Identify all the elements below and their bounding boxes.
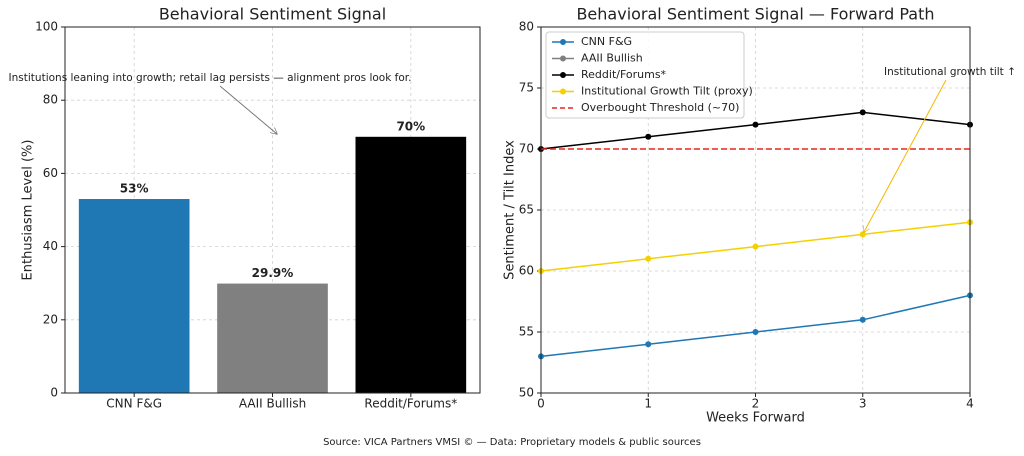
legend-marker	[560, 88, 566, 95]
y-tick-label: 75	[519, 81, 534, 95]
y-tick-label: 0	[50, 386, 58, 400]
value-label: 53%	[120, 182, 149, 196]
footer: Source: VICA Partners VMSI © — Data: Pro…	[323, 437, 701, 448]
y-tick-label: 40	[43, 239, 58, 253]
x-axis-label: Weeks Forward	[706, 411, 805, 426]
bar	[355, 136, 467, 394]
legend-label: Overbought Threshold (~70)	[581, 101, 739, 114]
point	[645, 341, 652, 348]
legend-label: Reddit/Forums*	[581, 68, 667, 81]
bar	[78, 199, 190, 393]
chart-title: Behavioral Sentiment Signal	[159, 5, 386, 24]
point	[752, 329, 759, 335]
value-label: 29.9%	[252, 266, 294, 280]
y-tick-label: 60	[43, 166, 58, 180]
point	[859, 316, 866, 323]
annotation: Institutional growth tilt ↑	[884, 66, 1016, 78]
x-tick-label: Reddit/Forums*	[364, 397, 457, 411]
y-tick-label: 80	[43, 93, 58, 107]
axes-frame	[540, 26, 971, 394]
x-tick-label: CNN F&G	[106, 397, 162, 411]
y-tick-label: 20	[43, 312, 58, 326]
y-tick-label: 80	[519, 20, 534, 34]
annotation-arrow	[864, 79, 947, 232]
x-tick-label: 2	[752, 397, 760, 411]
legend-box	[545, 31, 745, 119]
point	[752, 121, 759, 128]
legend-marker	[560, 72, 566, 78]
legend-label: Institutional Growth Tilt (proxy)	[581, 85, 753, 98]
annotation: Institutions leaning into growth; retail…	[9, 72, 412, 84]
value-label: 70%	[396, 119, 425, 133]
point	[752, 243, 759, 250]
y-tick-label: 65	[519, 203, 534, 217]
y-tick-label: 55	[519, 325, 534, 339]
x-tick-label: 4	[966, 397, 974, 411]
x-tick-label: 0	[537, 397, 545, 411]
x-tick-label: 3	[859, 397, 867, 411]
legend-marker	[560, 55, 566, 62]
point	[859, 231, 866, 238]
y-axis-label: Enthusiasm Level (%)	[21, 140, 36, 281]
legend-label: CNN F&G	[581, 35, 632, 48]
y-axis-label: Sentiment / Tilt Index	[503, 140, 518, 280]
y-tick-label: 60	[519, 264, 534, 278]
x-tick-label: AAII Bullish	[239, 397, 306, 411]
chart-title: Behavioral Sentiment Signal — Forward Pa…	[576, 5, 934, 24]
y-tick-label: 100	[35, 20, 58, 34]
axes-frame	[64, 26, 481, 394]
x-tick-label: 1	[644, 397, 652, 411]
y-tick-label: 70	[519, 142, 534, 156]
legend-label: AAII Bullish	[581, 52, 643, 65]
point	[645, 133, 652, 140]
y-tick-label: 50	[519, 386, 534, 400]
legend-marker	[560, 39, 566, 45]
annotation-arrow	[219, 85, 277, 134]
point	[645, 255, 652, 262]
point	[859, 109, 866, 116]
bar	[217, 283, 328, 393]
